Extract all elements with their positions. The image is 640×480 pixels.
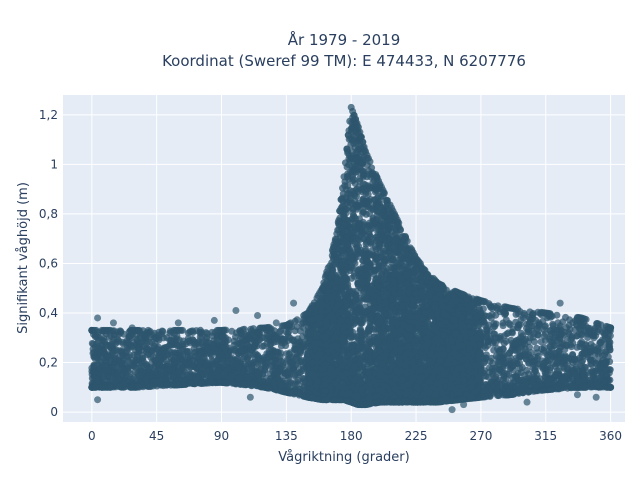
- chart-subtitle: Koordinat (Sweref 99 TM): E 474433, N 62…: [162, 52, 526, 70]
- chart-title: År 1979 - 2019: [288, 30, 401, 49]
- data-point: [584, 334, 592, 341]
- data-points: [88, 103, 615, 414]
- data-point: [499, 322, 507, 330]
- data-point: [124, 353, 132, 361]
- data-point: [491, 330, 499, 338]
- data-point: [540, 343, 548, 351]
